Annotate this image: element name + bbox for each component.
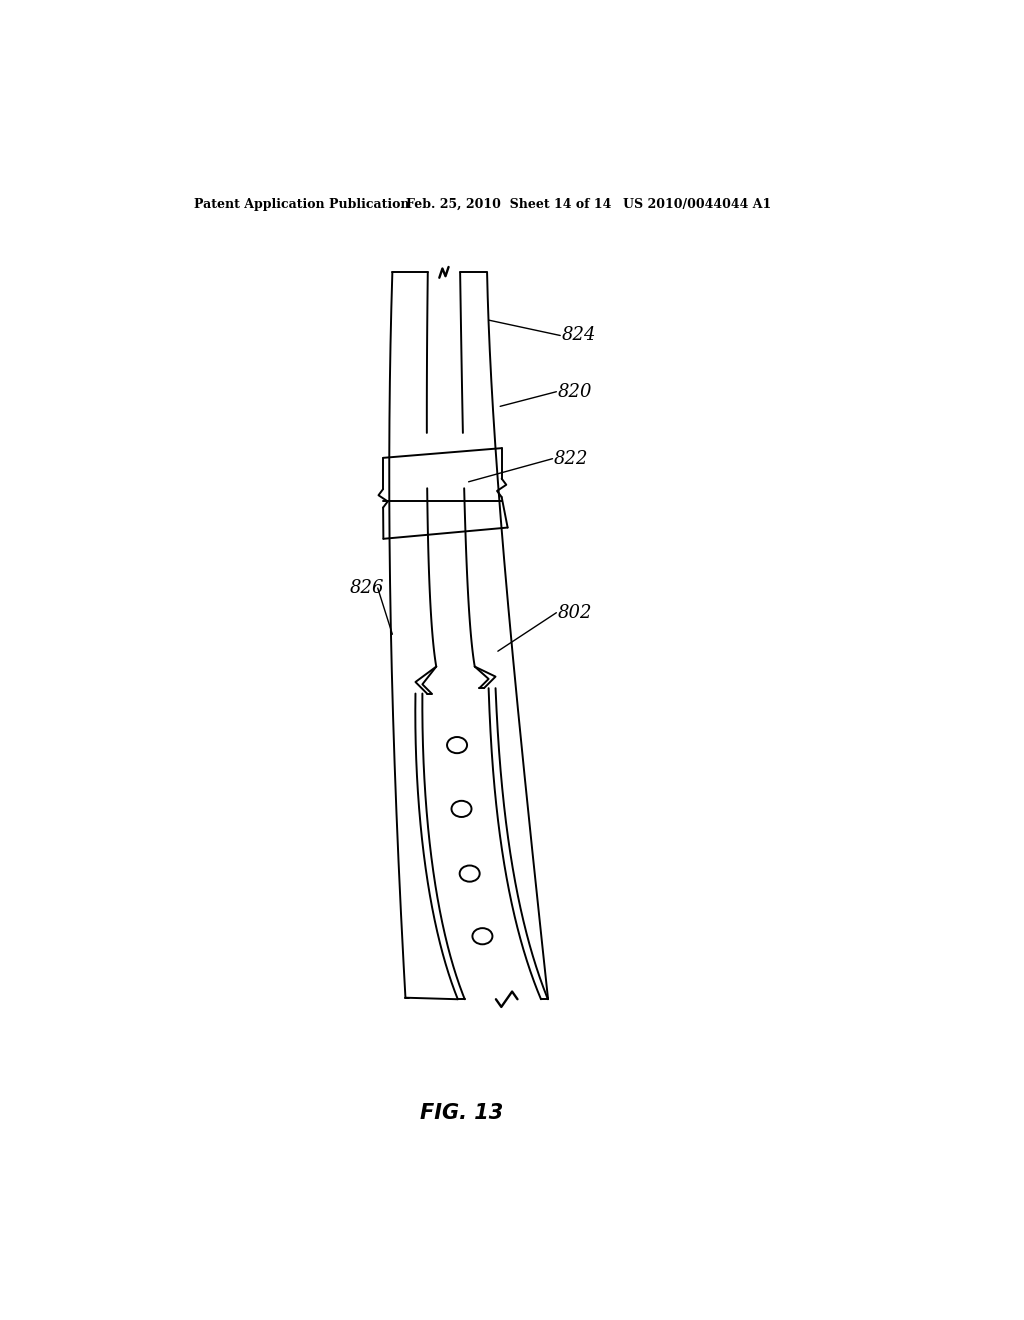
Text: 802: 802 (558, 603, 593, 622)
Text: US 2010/0044044 A1: US 2010/0044044 A1 (624, 198, 772, 211)
Text: FIG. 13: FIG. 13 (420, 1104, 503, 1123)
Text: 824: 824 (562, 326, 596, 345)
Text: 820: 820 (558, 383, 593, 401)
Text: Patent Application Publication: Patent Application Publication (194, 198, 410, 211)
Text: 826: 826 (350, 579, 384, 597)
Text: Feb. 25, 2010  Sheet 14 of 14: Feb. 25, 2010 Sheet 14 of 14 (407, 198, 611, 211)
Text: 822: 822 (554, 450, 589, 467)
